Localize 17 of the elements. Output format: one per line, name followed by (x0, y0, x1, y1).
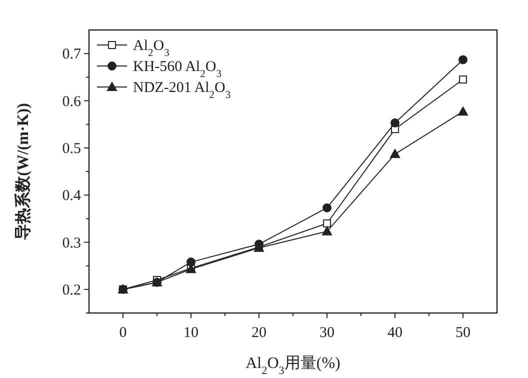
y-tick-label: 0.6 (62, 94, 82, 110)
x-axis-title: Al$_{2}$O$_{3}$用量(%) (246, 355, 340, 377)
x-tick-label: 10 (184, 325, 198, 341)
y-tick-label: 0.2 (62, 282, 81, 298)
y-tick-label: 0.5 (62, 140, 81, 157)
y-tick-label: 0.4 (62, 188, 82, 204)
x-tick-label: 30 (320, 325, 334, 341)
legend-label: KH-560 Al$_{2}$O$_{3}$ (133, 59, 222, 80)
legend-label: NDZ-201 Al$_{2}$O$_{3}$ (133, 80, 231, 100)
x-tick-label: 0 (119, 325, 127, 341)
y-axis-title: 导热系数(W/(m·K)) (14, 103, 32, 240)
y-tick-label: 0.3 (62, 235, 81, 252)
y-tick-label: 0.7 (62, 46, 82, 63)
x-tick-label: 50 (456, 325, 470, 341)
x-tick-label: 40 (388, 325, 402, 341)
x-tick-label: 20 (252, 325, 266, 341)
legend-label: Al$_{2}$O$_{3}$ (133, 38, 170, 58)
